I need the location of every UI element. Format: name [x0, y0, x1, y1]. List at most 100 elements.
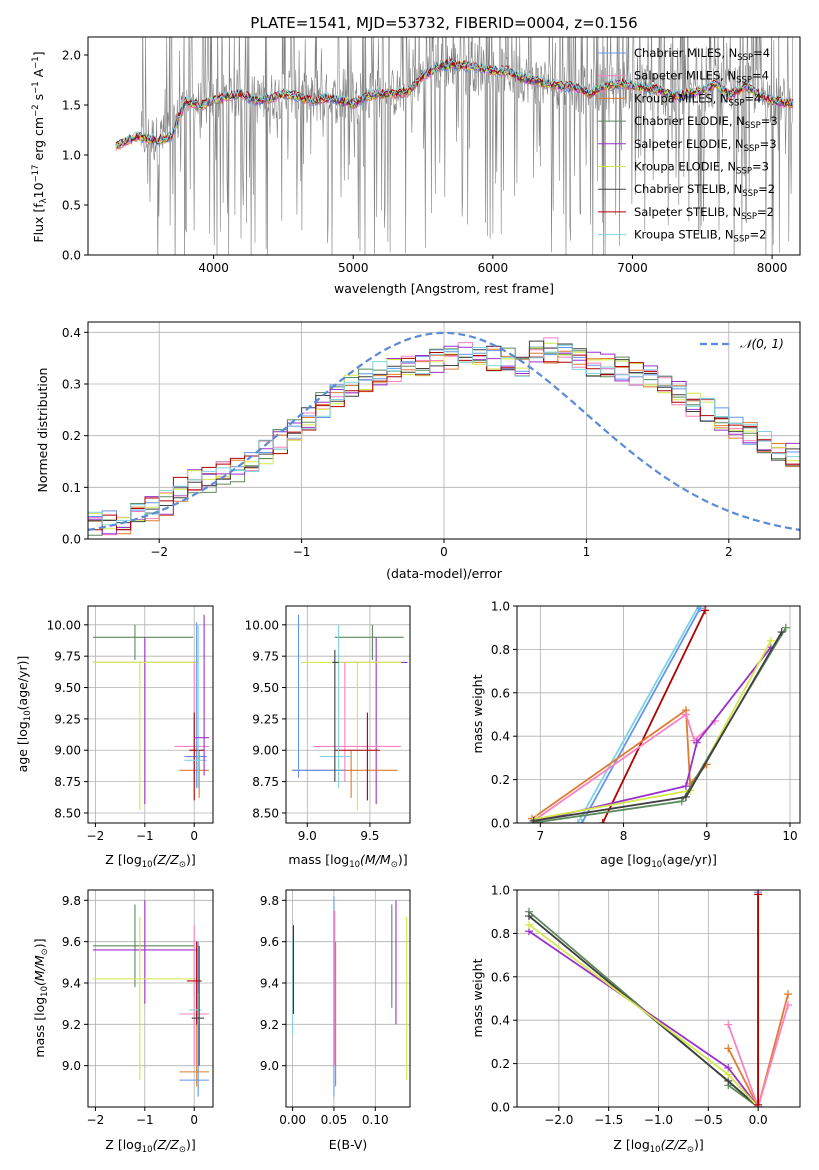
- weight-vs-age-marker: [677, 797, 686, 806]
- spectrum-model-line: [115, 57, 794, 147]
- weight-vs-Z-xlabel-part: ⊙: [687, 1145, 694, 1155]
- mass-vs-Z-ytick-label: 9.8: [62, 894, 81, 908]
- mass-vs-EBV-xtick-label: 0.05: [321, 1113, 348, 1127]
- residuals-ylabel: Normed distribution: [35, 368, 50, 493]
- weight-vs-age-line: [535, 646, 772, 822]
- weight-vs-Z-xtick-label: −0.5: [694, 1113, 723, 1127]
- residuals-histogram: [88, 346, 800, 528]
- mass-vs-Z-xtick-label: 0: [190, 1113, 198, 1127]
- weight-vs-age-line: [601, 609, 706, 823]
- mass-vs-Z-ytick-label: 9.6: [62, 935, 81, 949]
- legend-entry-part: =4: [744, 91, 761, 105]
- legend-entry-part: SSP: [736, 167, 752, 177]
- weight-vs-age-xtick-label: 10: [782, 829, 797, 843]
- mass-vs-Z-ytick-label: 9.4: [62, 977, 81, 991]
- age-vs-mass-errorbar: [334, 624, 404, 660]
- weight-vs-Z-xtick-label: −2.0: [544, 1113, 573, 1127]
- mass-vs-Z-ylabel-part: )]: [32, 938, 47, 948]
- legend-entry-part: Salpeter ELODIE, N: [634, 137, 744, 151]
- weight-vs-age-xtick-label: 9: [703, 829, 711, 843]
- age-vs-mass-xtick-label: 9.5: [360, 829, 379, 843]
- spectrum-ylabel-part: −1: [31, 81, 41, 94]
- weight-vs-Z-line: [727, 1004, 789, 1107]
- age-vs-Z-errorbar: [184, 624, 207, 788]
- residuals-xtick-label: −1: [293, 545, 311, 559]
- mass-vs-Z-xlabel: Z [log10(Z/Z⊙)]: [105, 1137, 195, 1155]
- age-vs-Z-xlabel-part: )]: [186, 852, 196, 867]
- mass-vs-Z-ylabel: mass [log10(M/M⊙)]: [32, 938, 50, 1057]
- age-vs-Z-ylabel-part: age [log: [15, 721, 30, 772]
- age-vs-mass-ytick-label: 8.75: [252, 775, 279, 789]
- weight-vs-Z-ytick-label: 1.0: [491, 884, 510, 898]
- legend-entry-part: Chabrier MILES, N: [634, 46, 737, 60]
- legend-entry-part: =3: [752, 160, 769, 174]
- legend-entry-part: =3: [760, 137, 777, 151]
- mass-vs-Z-errorbar: [189, 993, 202, 1025]
- age-vs-Z-errorbar: [194, 614, 210, 776]
- legend-entry-part: SSP: [734, 235, 750, 245]
- legend-entry-part: SSP: [729, 98, 745, 108]
- age-vs-mass-ytick-label: 9.50: [252, 681, 279, 695]
- mass-vs-EBV: 0.00 0.05 0.10 9.0 9.2 9.4 9.6 9.8: [260, 889, 411, 1127]
- age-vs-mass-errorbar: [292, 614, 345, 778]
- mass-vs-Z-xlabel-part: 10: [142, 1145, 153, 1155]
- age-vs-Z: −2 −1 0 8.50 8.75 9.00 9.25 9.50 9.75 10.00: [47, 605, 214, 843]
- residuals-histogram: [88, 345, 800, 535]
- age-vs-mass-errorbar: [319, 624, 352, 788]
- age-vs-Z-xtick-label: −2: [87, 829, 105, 843]
- residuals-ytick-label: 0.0: [62, 533, 81, 547]
- residuals-histogram: [88, 348, 800, 535]
- weight-vs-age-line: [581, 607, 701, 823]
- residuals-ytick-label: 0.4: [62, 326, 81, 340]
- weight-vs-age-xlabel-part: 10: [651, 860, 662, 870]
- age-vs-Z-errorbar: [92, 661, 200, 811]
- age-vs-Z-xtick-label: −1: [136, 829, 154, 843]
- weight-vs-age-marker: [577, 819, 586, 823]
- residuals-ytick-label: 0.3: [62, 378, 81, 392]
- mass-vs-Z-xlabel-part: )]: [186, 1137, 196, 1152]
- weight-vs-Z-xlabel-part: Z [log: [613, 1137, 649, 1152]
- age-vs-mass-xlabel-part: mass [log: [288, 852, 349, 867]
- weight-vs-Z-plot-area: [524, 890, 793, 1107]
- legend-entry-part: SSP: [736, 76, 752, 86]
- age-vs-mass-plot-area: [292, 614, 408, 811]
- age-vs-mass: 9.0 9.5 8.50 8.75 9.00 9.25 9.50 9.75 10.00: [245, 605, 411, 843]
- legend-entry-part: =2: [749, 228, 766, 242]
- age-vs-Z-ylabel-part: (age/yr)]: [15, 656, 30, 711]
- age-vs-mass-ytick-label: 9.75: [252, 650, 279, 664]
- legend-entry: 𝒩(0, 1): [740, 337, 784, 351]
- weight-vs-age-xlabel-part: (age/yr)]: [662, 852, 717, 867]
- age-vs-mass-ytick-label: 9.00: [252, 744, 279, 758]
- legend-entry: Chabrier ELODIE, NSSP=3: [634, 114, 778, 131]
- weight-vs-Z-marker: [724, 1020, 733, 1029]
- residuals-xlabel: (data-model)/error: [386, 566, 503, 581]
- age-vs-Z-xlabel-part: 10: [142, 860, 153, 870]
- spectrum-ytick-label: 1.5: [62, 99, 81, 113]
- mass-vs-EBV-ytick-label: 9.0: [260, 1059, 279, 1073]
- legend-entry-part: Kroupa MILES, N: [634, 91, 729, 105]
- legend-entry-part: =4: [753, 46, 770, 60]
- weight-vs-age-marker: [766, 636, 775, 645]
- mass-vs-Z-ylabel-part: ⊙: [40, 948, 50, 955]
- spectrum-ylabel-part: λ: [39, 198, 49, 203]
- mass-vs-Z-errorbar: [92, 904, 195, 988]
- spectrum-xlabel: wavelength [Angstrom, rest frame]: [334, 281, 554, 296]
- age-vs-mass-errorbar: [301, 661, 402, 811]
- mass-vs-EBV-xlabel: E(B-V): [329, 1137, 368, 1152]
- mass-vs-Z-ytick-label: 9.0: [62, 1059, 81, 1073]
- age-vs-mass-ytick-label: 10.00: [245, 618, 279, 632]
- age-vs-Z-xlabel-part: Z [log: [105, 852, 141, 867]
- legend-entry: Salpeter ELODIE, NSSP=3: [634, 137, 777, 154]
- spectrum-plot-area: [115, 37, 794, 255]
- age-vs-mass-ytick-label: 8.50: [252, 806, 279, 820]
- mass-vs-Z-xlabel-part: (Z/Z: [153, 1137, 180, 1152]
- spectrum-ylabel-part: Flux [f: [31, 203, 46, 243]
- weight-vs-age-xlabel-part: age [log: [600, 852, 651, 867]
- legend-entry: Chabrier STELIB, NSSP=2: [634, 182, 775, 199]
- weight-vs-age-marker: [781, 623, 790, 632]
- weight-vs-Z-line: [528, 930, 759, 1107]
- mass-vs-EBV-xtick-label: 0.10: [362, 1113, 389, 1127]
- weight-vs-age-ytick-label: 0.4: [491, 730, 510, 744]
- age-vs-mass-xlabel-part: )]: [398, 852, 408, 867]
- mass-vs-Z-errorbar: [92, 900, 197, 1004]
